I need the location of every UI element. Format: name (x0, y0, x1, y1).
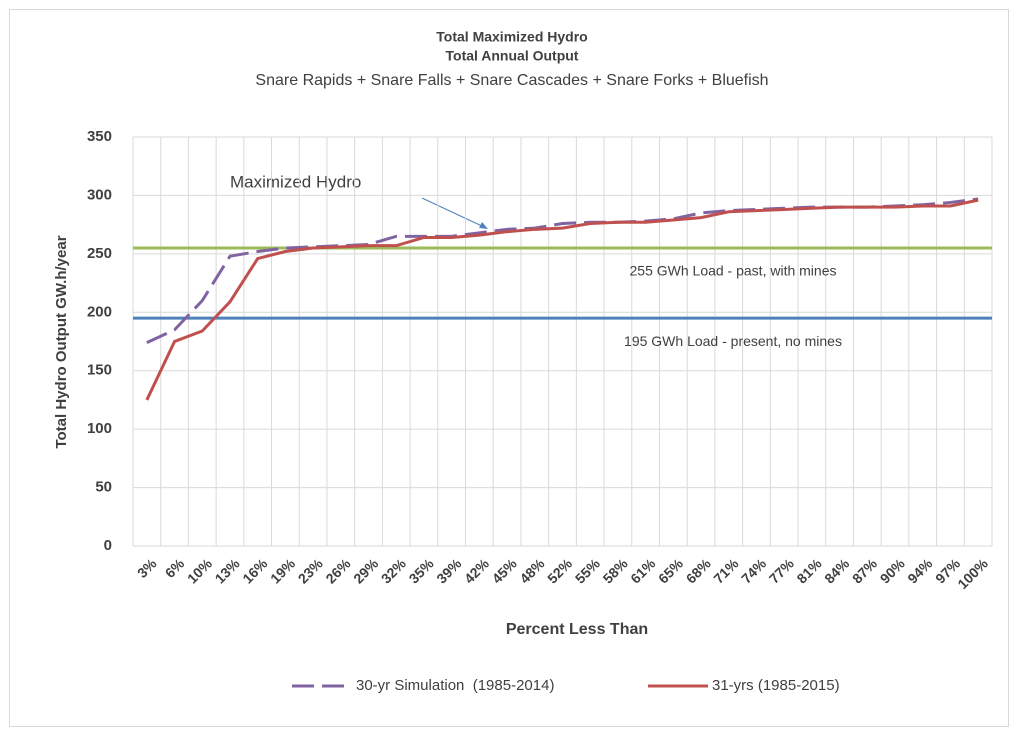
annotation: Maximized Hydro (230, 172, 361, 191)
annotation-arrowhead (479, 222, 488, 229)
x-axis-label: Percent Less Than (506, 621, 648, 638)
series-line (145, 198, 979, 401)
chart-subtitle: Total Annual Output (446, 48, 579, 64)
y-tick-label: 250 (87, 245, 112, 262)
annotation-arrow (421, 197, 485, 228)
reference-label: 255 GWh Load - past, with mines (630, 263, 837, 279)
legend-label: 31-yrs (1985-2015) (712, 677, 840, 694)
chart-border (9, 9, 1009, 727)
chart-title: Total Maximized Hydro (436, 29, 587, 45)
y-tick-label: 150 (87, 362, 112, 379)
y-tick-label: 350 (87, 128, 112, 145)
y-axis-label: Total Hydro Output GW.h/year (53, 235, 70, 448)
y-tick-label: 0 (104, 537, 112, 554)
y-tick-label: 300 (87, 186, 112, 203)
chart-subtitle: Snare Rapids + Snare Falls + Snare Casca… (255, 72, 768, 89)
legend-label: 30-yr Simulation (1985-2014) (356, 677, 554, 694)
y-tick-label: 200 (87, 303, 112, 320)
reference-label: 195 GWh Load - present, no mines (624, 333, 842, 349)
y-tick-label: 100 (87, 420, 112, 437)
y-tick-label: 50 (95, 479, 112, 496)
